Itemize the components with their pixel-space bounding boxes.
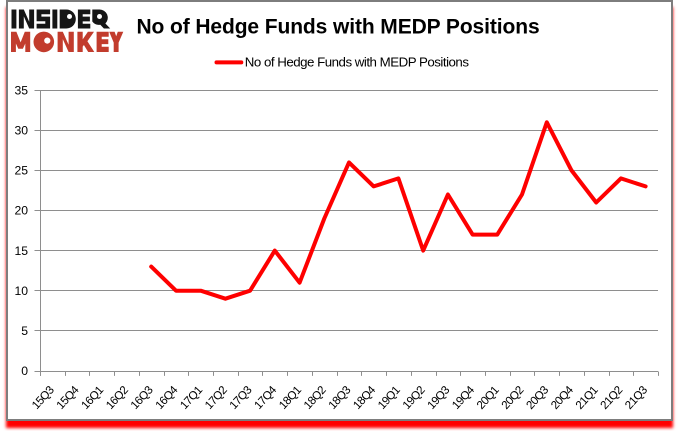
svg-text:25: 25 — [14, 164, 28, 178]
svg-text:20Q1: 20Q1 — [474, 384, 501, 412]
svg-text:17Q3: 17Q3 — [227, 384, 254, 412]
svg-text:18Q3: 18Q3 — [326, 384, 353, 412]
svg-text:17Q4: 17Q4 — [252, 383, 280, 412]
svg-text:19Q1: 19Q1 — [375, 384, 402, 412]
svg-text:19Q4: 19Q4 — [450, 383, 478, 412]
svg-text:No of Hedge Funds with MEDP Po: No of Hedge Funds with MEDP Positions — [136, 15, 539, 38]
svg-text:15: 15 — [14, 244, 28, 258]
svg-text:17Q2: 17Q2 — [202, 384, 229, 412]
svg-text:20Q4: 20Q4 — [548, 383, 576, 412]
svg-text:20: 20 — [14, 204, 28, 218]
svg-text:15Q4: 15Q4 — [54, 383, 82, 412]
svg-text:15Q3: 15Q3 — [29, 384, 56, 412]
svg-text:21Q1: 21Q1 — [573, 384, 600, 412]
svg-text:16Q4: 16Q4 — [153, 383, 181, 412]
svg-text:21Q3: 21Q3 — [623, 384, 650, 412]
svg-text:5: 5 — [21, 324, 28, 338]
svg-text:35: 35 — [14, 83, 28, 97]
svg-text:18Q1: 18Q1 — [277, 384, 304, 412]
svg-text:19Q3: 19Q3 — [425, 384, 452, 412]
svg-text:No of Hedge Funds with MEDP Po: No of Hedge Funds with MEDP Positions — [245, 54, 470, 69]
svg-text:30: 30 — [14, 124, 28, 138]
svg-text:19Q2: 19Q2 — [400, 384, 427, 412]
svg-text:20Q3: 20Q3 — [524, 384, 551, 412]
svg-text:16Q2: 16Q2 — [103, 384, 130, 412]
svg-text:0: 0 — [21, 364, 28, 378]
svg-text:18Q2: 18Q2 — [301, 384, 328, 412]
svg-text:21Q2: 21Q2 — [598, 384, 625, 412]
svg-text:17Q1: 17Q1 — [178, 384, 205, 412]
svg-text:16Q3: 16Q3 — [128, 384, 155, 412]
svg-text:20Q2: 20Q2 — [499, 384, 526, 412]
svg-text:10: 10 — [14, 284, 28, 298]
svg-text:16Q1: 16Q1 — [79, 384, 106, 412]
svg-text:18Q4: 18Q4 — [351, 383, 379, 412]
